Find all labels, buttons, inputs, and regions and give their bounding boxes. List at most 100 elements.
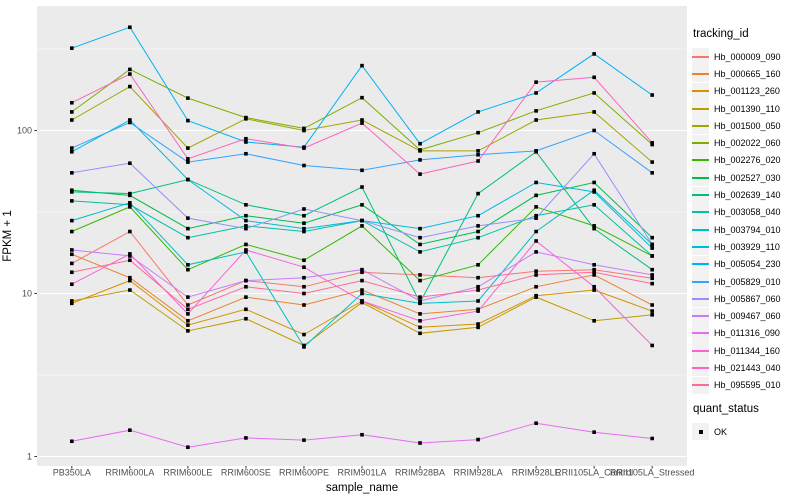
data-point [70, 270, 74, 275]
data-point [418, 148, 422, 152]
x-tick-label: RRIM928LE [512, 468, 561, 478]
data-point [244, 226, 248, 231]
data-point [70, 171, 74, 175]
data-point [534, 149, 538, 153]
data-point [360, 270, 364, 275]
data-point [476, 159, 480, 163]
data-point [186, 312, 190, 316]
data-point [302, 128, 306, 133]
legend-line-swatch [692, 228, 709, 231]
legend-key-line-icon [692, 65, 709, 83]
legend-title-quant-status: quant_status [693, 402, 759, 415]
data-point [476, 325, 480, 330]
legend-item: Hb_011344_160 [692, 342, 781, 360]
legend-item: Hb_002276_020 [692, 151, 781, 169]
data-point [592, 319, 596, 323]
legend-item-label: Hb_011316_090 [714, 328, 780, 339]
data-point [302, 229, 306, 234]
legend-item: Hb_009467_060 [692, 307, 781, 325]
legend-key-line-icon [692, 238, 709, 256]
data-point [476, 275, 480, 280]
legend-item: Hb_001123_260 [692, 82, 781, 100]
data-point [186, 445, 190, 450]
data-point [534, 421, 538, 426]
data-point [592, 224, 596, 228]
data-point [476, 152, 480, 157]
legend-key-line-icon [692, 151, 709, 169]
legend-title-tracking-id: tracking_id [693, 28, 749, 40]
legend-line-swatch [692, 90, 709, 93]
data-point [592, 180, 596, 185]
data-point [302, 146, 306, 150]
data-point [534, 193, 538, 198]
data-point [418, 158, 422, 162]
legend-item-label: Hb_002276_020 [714, 155, 781, 166]
legend-item: Hb_003794_010 [692, 221, 781, 239]
data-point [534, 216, 538, 220]
data-point [244, 203, 248, 207]
legend-item-label: Hb_000009_090 [714, 51, 781, 62]
data-point [418, 226, 422, 231]
data-point [186, 118, 190, 123]
data-point [650, 273, 654, 277]
legend-key-line-icon [692, 273, 709, 290]
data-point [128, 275, 132, 280]
legend-spacer [692, 394, 781, 403]
legend-item-label: Hb_002639_140 [714, 190, 781, 201]
legend-key-line-icon [692, 342, 709, 360]
data-point [418, 141, 422, 146]
data-point [302, 265, 306, 269]
data-point [476, 130, 480, 135]
data-point [128, 118, 132, 122]
data-point [128, 25, 132, 30]
data-point [418, 273, 422, 277]
data-point [244, 224, 248, 228]
data-point [128, 191, 132, 196]
data-point [360, 224, 364, 228]
y-tick-label: 100 [17, 126, 32, 136]
data-point [70, 261, 74, 266]
legend-item-label: Hb_009467_060 [714, 311, 781, 322]
legend-item: Hb_001500_050 [692, 117, 781, 135]
legend-line-swatch [692, 211, 709, 214]
legend-line-swatch [692, 349, 709, 352]
data-point [650, 93, 654, 97]
data-point [650, 343, 654, 348]
legend-item-label: Hb_005829_010 [714, 276, 781, 287]
data-point [186, 262, 190, 267]
data-point [128, 229, 132, 234]
data-point [244, 151, 248, 156]
legend-key-line-icon [692, 324, 709, 342]
data-point [650, 276, 654, 281]
data-point [476, 110, 480, 114]
data-point [476, 284, 480, 289]
data-point [186, 146, 190, 150]
data-point [592, 226, 596, 231]
legend-item-label: OK [714, 426, 728, 437]
data-point [534, 284, 538, 289]
data-point [128, 205, 132, 209]
data-point [534, 269, 538, 274]
legend-item: Hb_005867_060 [692, 290, 781, 308]
data-point [592, 75, 596, 80]
data-point [70, 110, 74, 114]
data-point [650, 436, 654, 441]
data-point [650, 235, 654, 240]
legend-key-point-icon [692, 423, 709, 441]
legend-key-line-icon [692, 134, 709, 152]
data-point [534, 213, 538, 218]
data-point [592, 91, 596, 95]
data-point [186, 267, 190, 272]
legend-item-label: Hb_005867_060 [714, 293, 781, 304]
legend-item-label: Hb_003794_010 [714, 224, 781, 235]
data-point [70, 252, 74, 257]
data-point [360, 121, 364, 125]
data-point [244, 278, 248, 283]
data-point [244, 218, 248, 223]
y-tick-label: 10 [22, 289, 32, 299]
data-point [302, 303, 306, 307]
data-point [244, 436, 248, 440]
data-point [186, 157, 190, 161]
legend-item-label: Hb_021443_040 [714, 362, 781, 373]
data-point [360, 168, 364, 173]
